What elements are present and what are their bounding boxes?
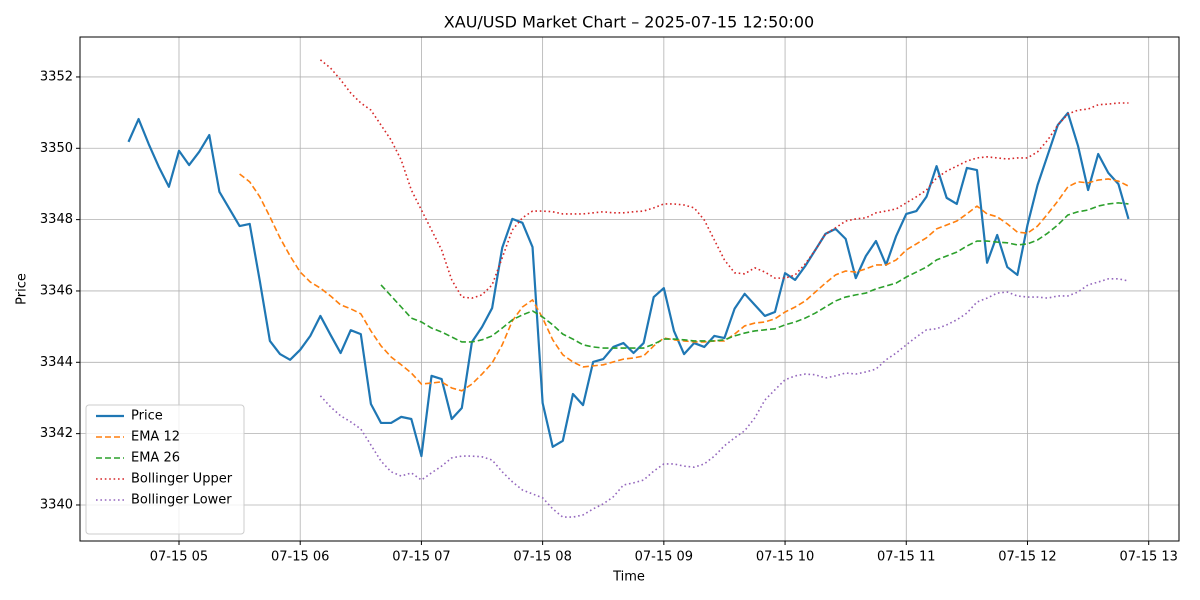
- x-tick-label: 07-15 10: [756, 550, 814, 565]
- series-line: [380, 202, 1129, 349]
- x-axis-label: Time: [612, 570, 645, 585]
- legend-label: EMA 26: [131, 451, 180, 466]
- x-tick-label: 07-15 13: [1119, 550, 1177, 565]
- y-tick-label: 3352: [40, 69, 73, 84]
- x-tick-label: 07-15 11: [877, 550, 935, 565]
- grid: [80, 37, 1179, 541]
- y-tick-label: 3346: [40, 283, 73, 298]
- chart-title: XAU/USD Market Chart – 2025-07-15 12:50:…: [444, 13, 814, 32]
- y-tick-label: 3342: [40, 426, 73, 441]
- legend-label: Bollinger Upper: [131, 472, 233, 487]
- series-line: [239, 173, 1129, 392]
- legend-label: Bollinger Lower: [131, 493, 232, 508]
- y-axis-label: Price: [15, 273, 30, 305]
- legend-label: EMA 12: [131, 430, 180, 445]
- y-tick-label: 3350: [40, 141, 73, 156]
- plot-frame: [79, 36, 1180, 542]
- x-tick-label: 07-15 06: [271, 550, 329, 565]
- legend-box: [85, 404, 245, 535]
- y-tick-label: 3340: [40, 497, 73, 512]
- series-line: [127, 111, 1130, 458]
- x-tick-label: 07-15 05: [150, 550, 208, 565]
- legend: Price EMA 12 EMA 26 Bollinger Upper Bollinge…: [85, 404, 245, 535]
- x-tick-label: 07-15 07: [392, 550, 450, 565]
- legend-label: Price: [131, 409, 163, 424]
- y-tick-label: 3344: [40, 355, 73, 370]
- x-tick-label: 07-15 12: [998, 550, 1056, 565]
- series-line: [319, 59, 1129, 299]
- x-tick-label: 07-15 09: [635, 550, 693, 565]
- y-tick-label: 3348: [40, 212, 73, 227]
- x-tick-label: 07-15 08: [513, 550, 571, 565]
